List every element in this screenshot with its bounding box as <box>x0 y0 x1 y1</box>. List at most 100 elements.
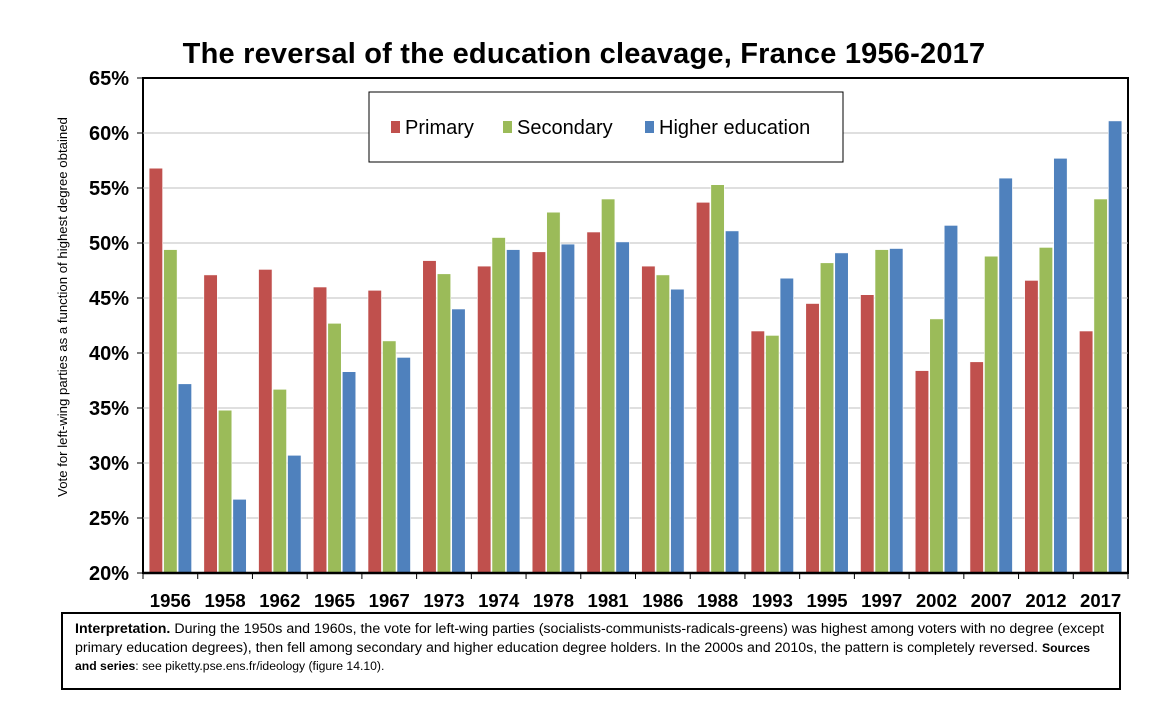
legend-swatch <box>645 121 654 133</box>
bar <box>1093 198 1108 574</box>
note-label: Interpretation. <box>75 621 171 637</box>
bar <box>655 274 670 574</box>
bar <box>1108 120 1123 574</box>
bar <box>1038 247 1053 574</box>
legend-swatch <box>503 121 512 133</box>
y-tick-label: 45% <box>89 288 129 310</box>
x-tick-label: 1967 <box>369 590 410 611</box>
bar <box>860 294 875 574</box>
bar <box>696 202 711 574</box>
bar <box>477 265 492 574</box>
bar <box>506 249 521 574</box>
bar <box>834 252 849 574</box>
interpretation-note: Interpretation. During the 1950s and 196… <box>61 612 1121 690</box>
bar <box>422 260 437 574</box>
x-tick-label: 1997 <box>861 590 902 611</box>
bar <box>929 318 944 574</box>
y-axis-label: Vote for left-wing parties as a function… <box>55 117 70 497</box>
bar <box>710 184 725 574</box>
bar <box>218 409 233 574</box>
x-tick-label: 1956 <box>150 590 191 611</box>
y-tick-label: 50% <box>89 233 129 255</box>
bar <box>1024 280 1039 574</box>
legend-box <box>368 91 844 163</box>
legend: Primary Secondary Higher education <box>368 91 844 163</box>
x-tick-label: 2002 <box>916 590 957 611</box>
bar <box>641 265 656 574</box>
bar <box>531 251 546 574</box>
x-tick-labels: 1956 1958 1962 1965 1967 1973 1974 1978 1981 1986… <box>150 590 1121 611</box>
bar <box>779 277 794 574</box>
y-tick-label: 60% <box>89 123 129 145</box>
bar <box>750 330 765 574</box>
legend-label: Higher education <box>659 117 810 139</box>
bar <box>148 167 163 574</box>
x-tick-label: 1973 <box>423 590 464 611</box>
y-tick-label: 55% <box>89 178 129 200</box>
x-tick-label: 1978 <box>533 590 574 611</box>
bar <box>491 237 506 574</box>
x-tick-label: 1993 <box>752 590 793 611</box>
bar <box>670 288 685 574</box>
bar <box>998 177 1013 574</box>
bar <box>914 370 930 574</box>
bar <box>765 335 780 574</box>
x-tick-label: 1981 <box>588 590 629 611</box>
bar <box>312 286 328 574</box>
sources-text: : see piketty.pse.ens.fr/ideology (figur… <box>135 659 385 674</box>
bars <box>148 120 1123 574</box>
bar <box>327 322 342 574</box>
x-tick-label: 1995 <box>806 590 847 611</box>
y-tick-label: 65% <box>89 68 129 90</box>
chart-title: The reversal of the education cleavage, … <box>182 38 986 70</box>
y-tick-label: 25% <box>89 508 129 530</box>
note-text: During the 1950s and 1960s, the vote for… <box>75 621 1105 656</box>
legend-label: Secondary <box>517 117 613 139</box>
bar <box>367 289 382 574</box>
x-tick-label: 1958 <box>205 590 246 611</box>
bar <box>177 383 192 574</box>
bar <box>396 357 411 574</box>
x-tick-label: 1974 <box>478 590 520 611</box>
x-tick-label: 1965 <box>314 590 355 611</box>
bar <box>382 340 397 574</box>
bar <box>232 498 247 574</box>
bar <box>272 388 287 574</box>
bar <box>969 361 984 574</box>
legend-swatch <box>391 121 400 133</box>
bar <box>601 198 616 574</box>
bar <box>1079 330 1094 574</box>
bar <box>203 274 218 574</box>
y-tick-label: 35% <box>89 398 129 420</box>
y-tick-label: 30% <box>89 453 129 475</box>
x-tick-label: 2012 <box>1025 590 1066 611</box>
bar <box>287 454 302 574</box>
y-tick-label: 40% <box>89 343 129 365</box>
axes <box>137 77 1129 579</box>
bar <box>163 249 178 574</box>
bar <box>805 303 820 574</box>
x-tick-label: 1986 <box>642 590 683 611</box>
bar <box>546 211 561 574</box>
y-tick-labels: 20% 25% 30% 35% 40% 45% 50% 55% 60% 65% <box>89 68 129 585</box>
bar <box>819 262 835 574</box>
bar <box>436 273 452 574</box>
bar <box>586 231 601 574</box>
legend-label: Primary <box>405 117 474 139</box>
sources-label: Sources and series <box>75 640 1091 674</box>
bar <box>874 249 889 574</box>
x-tick-label: 1988 <box>697 590 738 611</box>
bar <box>451 308 466 574</box>
bar <box>984 255 999 574</box>
bar <box>1053 158 1068 574</box>
x-tick-label: 2017 <box>1080 590 1121 611</box>
bar <box>258 269 273 574</box>
bar <box>889 248 904 574</box>
bar <box>943 225 959 574</box>
y-tick-label: 20% <box>89 563 129 585</box>
x-tick-label: 2007 <box>971 590 1012 611</box>
bar <box>615 241 630 574</box>
bar <box>341 371 357 574</box>
bar <box>560 243 575 574</box>
